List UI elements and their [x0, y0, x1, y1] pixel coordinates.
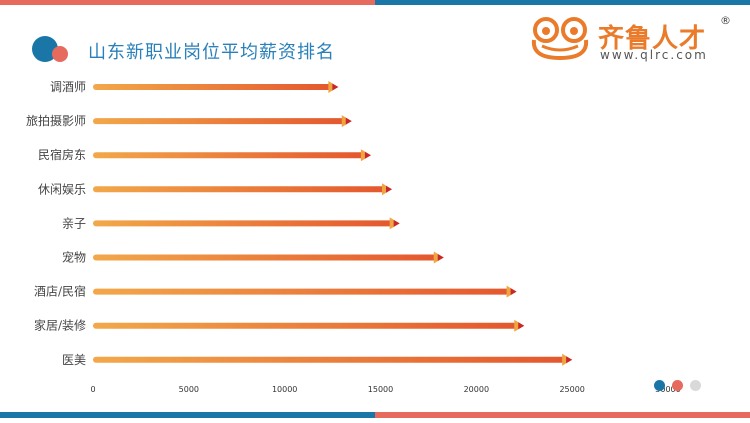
bar-7 — [93, 319, 525, 332]
bar-body — [93, 254, 438, 261]
bar-8 — [93, 353, 573, 366]
bottom-accent-bar — [0, 412, 750, 418]
bar-arrow-tip — [437, 254, 444, 261]
category-label: 民宿房东 — [38, 147, 86, 162]
page-title: 山东新职业岗位平均薪资排名 — [88, 42, 335, 63]
top-accent-blue — [375, 0, 750, 5]
bar-body — [93, 220, 394, 227]
bar-arrow-tip — [518, 322, 525, 330]
category-label: 休闲娱乐 — [38, 182, 86, 196]
category-label: 医美 — [62, 353, 86, 367]
bar-1 — [93, 115, 352, 128]
dot-gray — [690, 380, 701, 391]
x-tick-label: 0 — [90, 385, 95, 394]
dot-blue — [654, 380, 665, 391]
bottom-accent-blue — [0, 412, 375, 418]
category-label: 宠物 — [62, 250, 86, 265]
x-tick-label: 30000 — [655, 385, 680, 394]
x-tick-label: 20000 — [464, 385, 489, 394]
registered-mark: ® — [720, 14, 731, 27]
bar-body — [93, 186, 386, 193]
category-label: 家居/装修 — [34, 318, 86, 333]
bar-arrow-tip — [386, 185, 392, 193]
bar-arrow-tip — [332, 83, 339, 91]
logo-url: www.qlrc.com — [600, 48, 708, 62]
bar-5 — [93, 251, 444, 264]
bar-arrow-tip — [364, 151, 371, 159]
bar-body — [93, 84, 333, 90]
category-label: 调酒师 — [50, 80, 86, 94]
decor-dots — [654, 376, 708, 395]
bar-arrow-tip — [393, 219, 400, 227]
bar-body — [93, 118, 346, 125]
x-tick-label: 15000 — [368, 385, 393, 394]
bar-2 — [93, 149, 371, 162]
bar-body — [93, 322, 519, 329]
bar-body — [93, 288, 511, 295]
bar-body — [93, 152, 365, 159]
title-decoration — [32, 36, 76, 66]
bar-body — [93, 356, 567, 363]
title-circle-coral — [52, 46, 68, 62]
frog-icon — [531, 17, 589, 61]
bar-6 — [93, 285, 517, 298]
bar-0 — [93, 81, 339, 93]
bar-arrow-tip — [345, 117, 352, 125]
bar-3 — [93, 183, 392, 196]
x-tick-label: 5000 — [179, 385, 199, 394]
bar-4 — [93, 217, 400, 230]
category-label: 酒店/民宿 — [34, 284, 86, 299]
top-accent-coral — [0, 0, 375, 5]
bar-arrow-tip — [510, 288, 517, 296]
top-accent-bar — [0, 0, 750, 5]
dot-coral — [672, 380, 683, 391]
bar-arrow-tip — [566, 356, 573, 364]
logo-name: 齐鲁人才 — [598, 24, 707, 54]
category-label: 旅拍摄影师 — [26, 113, 86, 128]
x-tick-label: 25000 — [559, 385, 584, 394]
x-tick-label: 10000 — [272, 385, 297, 394]
logo: 齐鲁人才 www.qlrc.com ® — [528, 14, 738, 64]
bottom-accent-coral — [375, 412, 750, 418]
category-label: 亲子 — [62, 216, 86, 230]
